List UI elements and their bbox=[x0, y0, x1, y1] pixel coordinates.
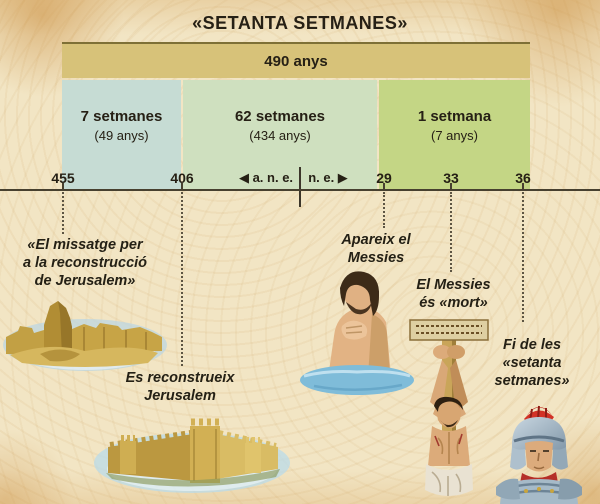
leader-line-455 bbox=[62, 192, 64, 234]
caption-line: de Jerusalem» bbox=[34, 273, 136, 289]
jerusalem-rebuilt-illustration bbox=[94, 418, 290, 493]
tick-label-406: 406 bbox=[170, 170, 194, 186]
total-span-label: 490 anys bbox=[264, 52, 328, 70]
caption-rebuild-message: «El missatge per a la reconstrucció de J… bbox=[5, 236, 165, 290]
block-7-weeks-years: (49 anys) bbox=[94, 128, 149, 143]
block-62-weeks-years: (434 anys) bbox=[249, 128, 311, 143]
diagram-title: «SETANTA SETMANES» bbox=[192, 13, 408, 33]
caption-line: Messies bbox=[347, 250, 405, 266]
block-1-week-years: (7 anys) bbox=[431, 128, 478, 143]
leader-line-36 bbox=[522, 192, 524, 322]
caption-messiah-dead: El Messies és «mort» bbox=[396, 276, 511, 312]
block-62-weeks-label: 62 setmanes bbox=[234, 108, 326, 125]
caption-line: Es reconstrueix bbox=[125, 370, 235, 386]
caption-messiah-appears: Apareix el Messies bbox=[315, 231, 437, 267]
leader-line-33 bbox=[450, 192, 452, 272]
caption-line: setmanes» bbox=[494, 373, 570, 389]
caption-line: Apareix el bbox=[341, 232, 411, 248]
caption-line: «setanta bbox=[502, 355, 562, 371]
era-label-bce: ◀ a. n. e. bbox=[238, 170, 294, 185]
timeline-axis bbox=[0, 189, 600, 191]
block-7-weeks: 7 setmanes (49 anys) bbox=[62, 80, 181, 189]
caption-line: El Messies bbox=[416, 277, 491, 293]
block-7-weeks-label: 7 setmanes bbox=[80, 108, 163, 125]
caption-line: és «mort» bbox=[419, 295, 488, 311]
leader-line-406 bbox=[181, 192, 183, 366]
caption-line: «El missatge per bbox=[27, 237, 143, 253]
caption-line: Jerusalem bbox=[144, 388, 216, 404]
era-divider-line bbox=[299, 167, 301, 207]
tick-406 bbox=[181, 183, 183, 189]
block-1-week: 1 setmana (7 anys) bbox=[379, 80, 530, 189]
messiah-baptism-illustration bbox=[300, 271, 414, 395]
era-label-ce: n. e. ▶ bbox=[308, 170, 348, 185]
caption-jerusalem-rebuilt: Es reconstrueix Jerusalem bbox=[105, 369, 255, 405]
caption-end-of-weeks: Fi de les «setanta setmanes» bbox=[477, 336, 587, 390]
block-62-weeks: 62 setmanes (434 anys) bbox=[183, 80, 377, 189]
tick-label-455: 455 bbox=[51, 170, 75, 186]
messiah-death-illustration bbox=[409, 319, 489, 496]
tick-36 bbox=[522, 183, 524, 189]
total-span-band: 490 anys bbox=[62, 42, 530, 78]
tick-label-36: 36 bbox=[515, 170, 531, 186]
leader-line-29 bbox=[383, 192, 385, 228]
caption-line: Fi de les bbox=[502, 337, 562, 353]
tick-455 bbox=[62, 183, 64, 189]
tick-33 bbox=[450, 183, 452, 189]
tick-label-29: 29 bbox=[376, 170, 392, 186]
tick-29 bbox=[383, 183, 385, 189]
roman-soldier-illustration bbox=[496, 405, 582, 504]
tick-label-33: 33 bbox=[443, 170, 459, 186]
block-1-week-label: 1 setmana bbox=[417, 108, 492, 125]
caption-line: a la reconstrucció bbox=[22, 255, 148, 271]
jerusalem-ruins-illustration bbox=[3, 301, 167, 371]
